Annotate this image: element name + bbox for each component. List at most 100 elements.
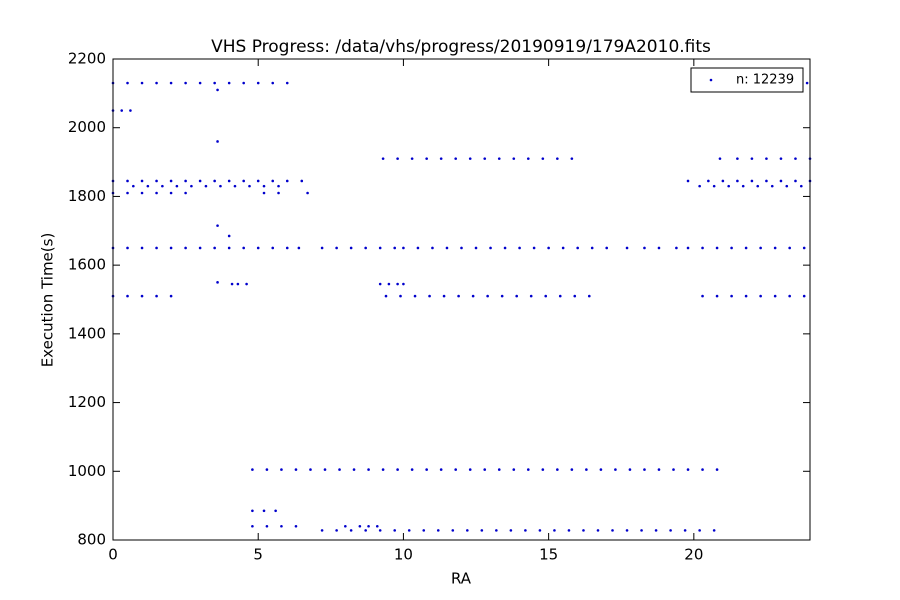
- point: [285, 179, 289, 183]
- point: [497, 468, 501, 471]
- point: [657, 468, 661, 471]
- point: [320, 246, 324, 250]
- point: [451, 529, 455, 532]
- point: [262, 509, 266, 513]
- point: [779, 179, 783, 183]
- point: [399, 294, 402, 298]
- point: [468, 157, 472, 160]
- point: [643, 246, 646, 250]
- point: [428, 294, 431, 298]
- point: [541, 468, 545, 471]
- x-tick-label: 20: [684, 546, 703, 564]
- point: [126, 294, 129, 298]
- point: [495, 529, 498, 532]
- point: [526, 157, 530, 160]
- point: [230, 282, 234, 286]
- y-axis-label: Execution Time(s): [39, 233, 57, 368]
- point: [750, 179, 754, 183]
- point: [582, 529, 585, 532]
- point: [672, 468, 675, 471]
- point: [657, 246, 661, 250]
- point: [294, 468, 298, 471]
- point: [393, 529, 397, 532]
- y-tick-label: 2000: [68, 118, 106, 136]
- y-tick-label: 2200: [68, 50, 106, 68]
- point: [596, 529, 600, 532]
- point: [489, 246, 492, 250]
- point: [280, 468, 283, 471]
- point: [161, 184, 164, 188]
- point: [454, 468, 457, 471]
- point: [129, 109, 132, 112]
- point: [242, 81, 245, 85]
- point: [567, 529, 571, 532]
- point: [741, 184, 745, 188]
- point: [718, 157, 722, 160]
- point: [396, 468, 399, 471]
- point: [155, 246, 158, 250]
- point: [381, 157, 385, 160]
- point: [216, 224, 219, 227]
- point: [422, 529, 426, 532]
- y-tick-label: 1400: [68, 324, 106, 342]
- point: [785, 184, 789, 188]
- point: [277, 184, 280, 188]
- point: [454, 157, 457, 160]
- point: [297, 246, 301, 250]
- point: [686, 179, 690, 183]
- point: [262, 184, 266, 188]
- y-tick-label: 1000: [68, 462, 106, 480]
- point: [590, 246, 594, 250]
- point: [788, 294, 791, 298]
- point: [721, 179, 725, 183]
- point: [561, 246, 565, 250]
- point: [431, 246, 434, 250]
- point: [140, 294, 144, 298]
- point: [251, 509, 254, 513]
- point: [169, 246, 173, 250]
- point: [378, 282, 382, 286]
- point: [265, 524, 269, 528]
- point: [216, 88, 219, 92]
- point: [285, 246, 289, 250]
- point: [378, 529, 382, 532]
- point: [483, 157, 487, 160]
- point: [744, 246, 748, 250]
- point: [503, 246, 507, 250]
- point: [445, 246, 449, 250]
- point: [402, 246, 405, 250]
- point: [146, 184, 150, 188]
- x-tick-label: 10: [394, 546, 413, 564]
- point: [367, 524, 370, 528]
- point: [338, 468, 341, 471]
- point: [126, 81, 129, 85]
- point: [242, 179, 245, 183]
- point: [425, 468, 428, 471]
- point: [599, 468, 603, 471]
- point: [155, 81, 158, 85]
- point: [140, 246, 144, 250]
- x-tick-label: 5: [253, 546, 263, 564]
- point: [654, 529, 658, 532]
- point: [802, 246, 806, 250]
- legend-marker: [709, 78, 713, 82]
- point: [468, 468, 472, 471]
- point: [300, 179, 304, 183]
- point: [277, 191, 280, 195]
- point: [483, 468, 487, 471]
- point: [306, 191, 309, 195]
- point: [155, 191, 158, 195]
- point: [643, 468, 646, 471]
- point: [213, 179, 216, 183]
- point: [227, 179, 231, 183]
- point: [349, 529, 353, 532]
- point: [497, 157, 501, 160]
- point: [486, 294, 489, 298]
- point: [169, 294, 173, 298]
- point: [271, 246, 275, 250]
- point: [730, 246, 733, 250]
- point: [686, 468, 690, 471]
- point: [402, 282, 405, 286]
- point: [236, 282, 240, 286]
- point: [271, 81, 275, 85]
